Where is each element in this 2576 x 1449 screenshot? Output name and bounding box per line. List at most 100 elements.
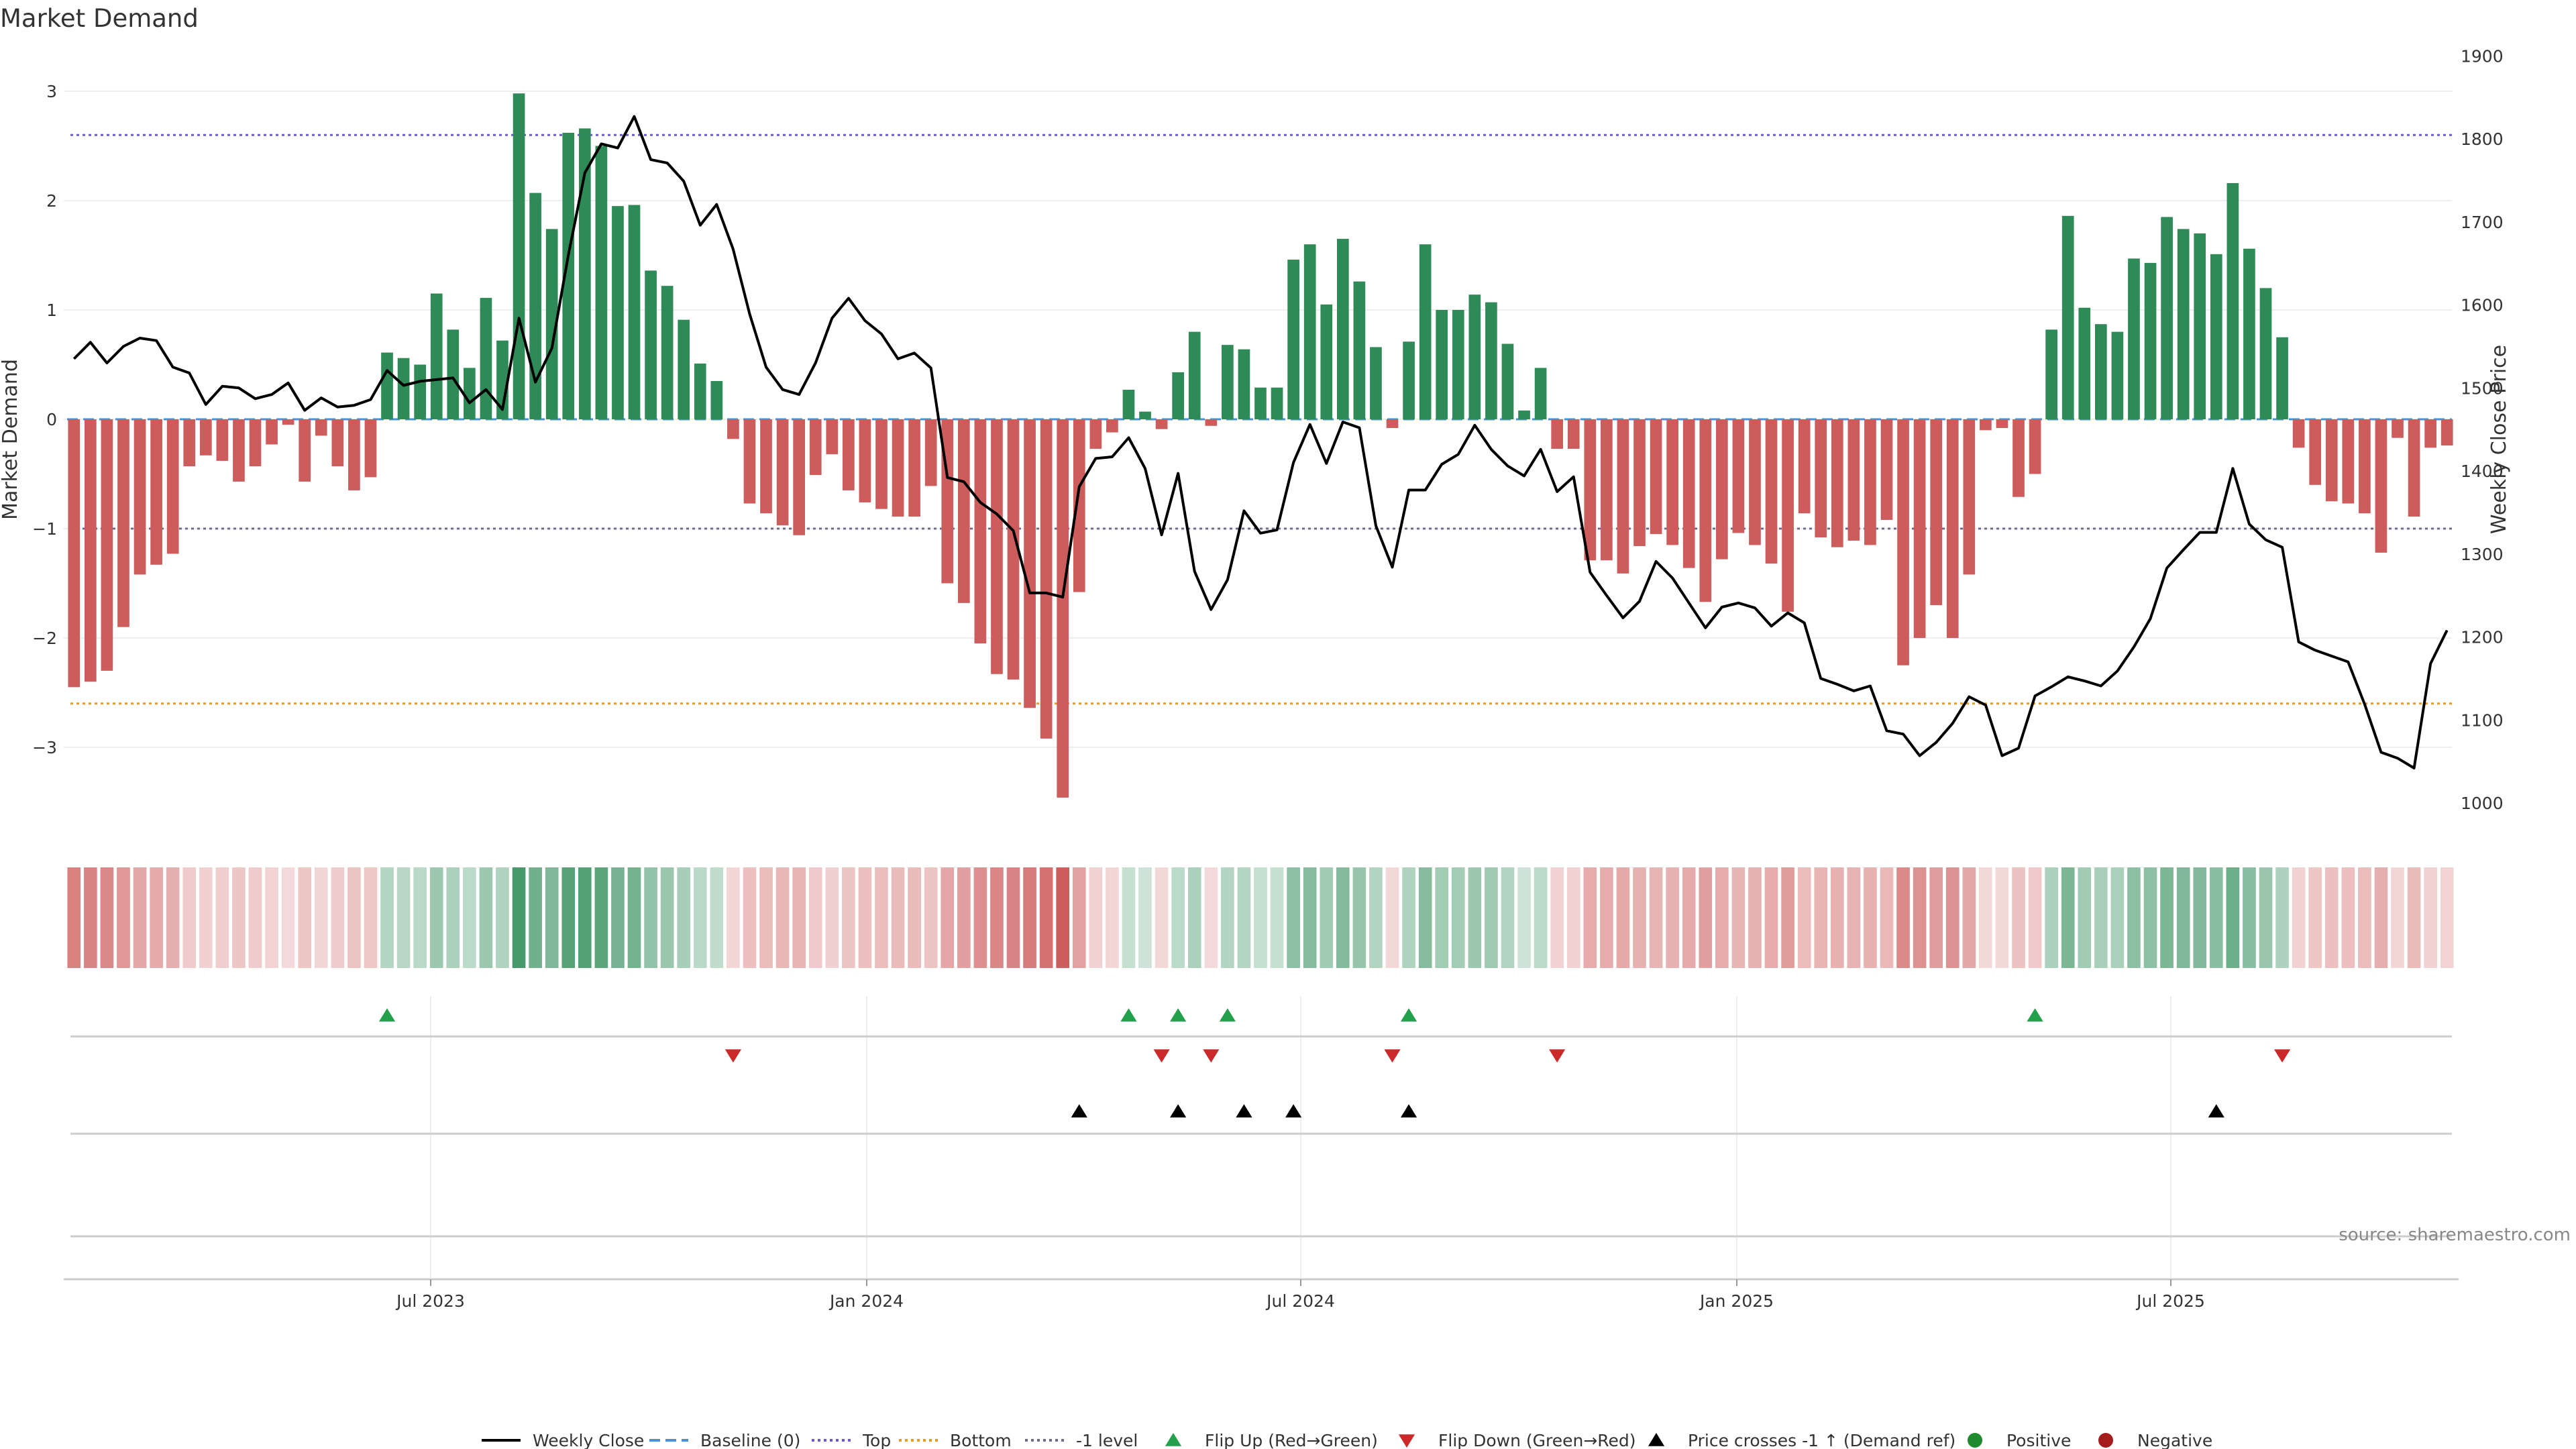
strip-cell	[1237, 867, 1251, 968]
demand-bar	[1287, 260, 1299, 419]
demand-bar	[1765, 419, 1778, 564]
demand-bar	[2029, 419, 2041, 474]
demand-bar	[1320, 304, 1333, 419]
strip-cell	[2143, 867, 2157, 968]
strip-cell	[891, 867, 905, 968]
strip-cell	[1138, 867, 1152, 968]
strip-cell	[1830, 867, 1844, 968]
demand-bar	[727, 419, 739, 439]
strip-cell	[693, 867, 707, 968]
strip-cell	[2193, 867, 2207, 968]
price-cross-marker	[1400, 1104, 1417, 1118]
demand-bar	[645, 270, 657, 419]
demand-bar	[85, 419, 97, 682]
strip-cell	[248, 867, 262, 968]
y2-tick-label: 1000	[2461, 794, 2504, 813]
strip-cell	[1748, 867, 1762, 968]
strip-cell	[1155, 867, 1169, 968]
y2-tick-label: 1300	[2461, 545, 2504, 564]
flip-down-marker	[2273, 1049, 2291, 1063]
demand-bar	[2375, 419, 2387, 553]
demand-bar	[710, 380, 723, 419]
demand-bar	[199, 419, 212, 455]
strip-cell	[1616, 867, 1630, 968]
demand-bar	[1386, 419, 1399, 429]
strip-cell	[727, 867, 740, 968]
demand-bar	[331, 419, 344, 467]
flip-down-marker	[1384, 1049, 1401, 1063]
demand-bar	[166, 419, 179, 554]
demand-bar	[562, 132, 575, 419]
strip-cell	[2078, 867, 2092, 968]
strip-cell	[396, 867, 411, 968]
strip-cell	[331, 867, 345, 968]
demand-bar	[1715, 419, 1728, 559]
demand-bar	[266, 419, 278, 445]
strip-cell	[611, 867, 625, 968]
strip-cell	[1995, 867, 2009, 968]
demand-bar	[2177, 229, 2190, 419]
demand-bar	[1172, 372, 1185, 419]
demand-bar	[678, 319, 690, 419]
strip-cell	[133, 867, 147, 968]
strip-cell	[1896, 867, 1910, 968]
strip-cell	[858, 867, 872, 968]
strip-cell	[117, 867, 130, 968]
y2-tick-label: 1800	[2461, 129, 2504, 149]
demand-bar	[1815, 419, 1827, 538]
demand-bar	[2259, 288, 2272, 419]
strip-cell	[380, 867, 394, 968]
strip-cell	[2358, 867, 2371, 968]
flip-down-marker	[1549, 1049, 1566, 1063]
demand-bar	[1699, 419, 1712, 602]
demand-bar	[2045, 329, 2057, 419]
strip-cell	[1056, 867, 1070, 968]
strip-cell	[2275, 867, 2289, 968]
strip-cell	[2407, 867, 2421, 968]
strip-cell	[1600, 867, 1613, 968]
strip-cell	[1418, 867, 1432, 968]
legend-swatch	[1968, 1433, 1982, 1448]
strip-cell	[1583, 867, 1597, 968]
strip-cell	[1089, 867, 1103, 968]
demand-bar	[464, 368, 476, 419]
y2-tick-label: 1200	[2461, 628, 2504, 647]
strip-cell	[1435, 867, 1449, 968]
demand-bar	[1370, 347, 1382, 419]
legend-label: Price crosses -1 ↑ (Demand ref)	[1688, 1431, 1955, 1449]
price-cross-marker	[2208, 1104, 2224, 1118]
demand-bar	[1584, 419, 1597, 561]
demand-bar	[1650, 419, 1662, 535]
strip-cell	[100, 867, 114, 968]
strip-cell	[1979, 867, 1992, 968]
demand-bar	[1518, 410, 1530, 419]
demand-bar	[2276, 337, 2288, 419]
demand-bar	[1155, 419, 1168, 429]
y-tick-label: −2	[32, 629, 57, 648]
flip-up-marker	[1120, 1008, 1137, 1022]
demand-bar	[299, 419, 311, 482]
strip-cell	[232, 867, 246, 968]
strip-cell	[1023, 867, 1036, 968]
strip-cell	[2127, 867, 2141, 968]
demand-bar	[2359, 419, 2371, 514]
demand-bar	[1254, 387, 1267, 419]
strip-cell	[759, 867, 773, 968]
demand-bar	[1122, 389, 1135, 419]
strip-cell	[1204, 867, 1218, 968]
demand-bar	[2144, 262, 2157, 419]
price-cross-marker	[1170, 1104, 1187, 1118]
strip-cell	[1880, 867, 1894, 968]
strip-cell	[298, 867, 312, 968]
strip-cell	[1287, 867, 1300, 968]
price-cross-marker	[1236, 1104, 1252, 1118]
demand-bar	[1633, 419, 1646, 547]
strip-cell	[1929, 867, 1943, 968]
strip-cell	[84, 867, 97, 968]
strip-cell	[1254, 867, 1267, 968]
legend-label: Bottom	[950, 1431, 1012, 1449]
demand-bar	[859, 419, 871, 502]
flip-down-marker	[1153, 1049, 1170, 1063]
strip-cell	[265, 867, 278, 968]
